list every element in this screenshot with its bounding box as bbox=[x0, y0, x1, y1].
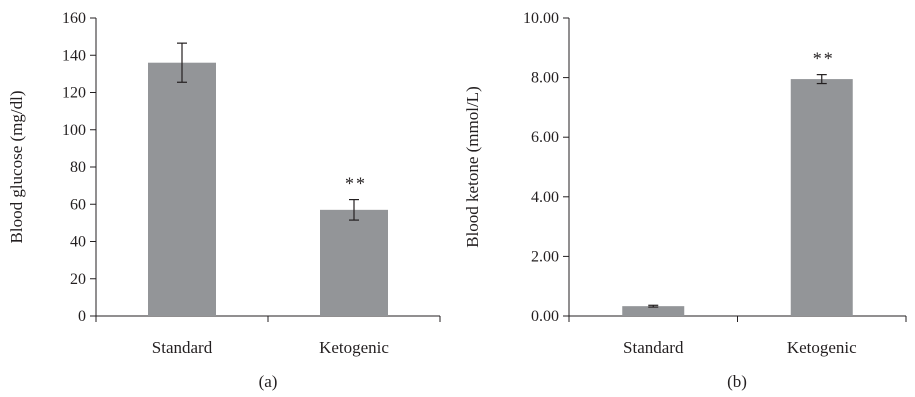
panel-b-bar-ketogenic bbox=[790, 79, 853, 316]
panel-a-y-tick-label: 160 bbox=[62, 10, 86, 27]
panel-a-category-label: Ketogenic bbox=[319, 338, 389, 357]
panel-a-label: (a) bbox=[259, 372, 278, 391]
panel-b-bar-standard bbox=[622, 306, 685, 316]
panel-b-y-tick-label: 6.00 bbox=[531, 129, 559, 146]
panel-a-bar-ketogenic bbox=[320, 209, 388, 316]
panel-b-y-tick-label: 8.00 bbox=[531, 70, 559, 87]
panel-b-y-tick-label: 0.00 bbox=[531, 308, 559, 325]
panel-b-category-label: Ketogenic bbox=[787, 338, 857, 357]
panel-a-y-tick-label: 120 bbox=[62, 85, 86, 102]
panel-a-significance-marker: ** bbox=[345, 174, 367, 194]
panel-a-y-tick-label: 0 bbox=[78, 308, 86, 325]
panel-b-y-tick-label: 4.00 bbox=[531, 189, 559, 206]
panel-b-y-tick-label: 10.00 bbox=[523, 10, 559, 27]
panel-b-y-axis-title: Blood ketone (mmol/L) bbox=[463, 86, 482, 247]
panel-a-y-tick-label: 80 bbox=[70, 159, 86, 176]
panel-a-y-tick-label: 20 bbox=[70, 271, 86, 288]
panel-b-label: (b) bbox=[727, 372, 747, 391]
panel-a-y-tick-label: 40 bbox=[70, 234, 86, 251]
panel-a-bar-standard bbox=[148, 62, 216, 317]
panel-a-category-label: Standard bbox=[152, 338, 213, 357]
panel-b-significance-marker: ** bbox=[813, 49, 835, 69]
panel-a-y-tick-label: 100 bbox=[62, 122, 86, 139]
panel-b-category-label: Standard bbox=[623, 338, 684, 357]
panel-a-y-tick-label: 140 bbox=[62, 47, 86, 64]
panel-a-y-tick-label: 60 bbox=[70, 196, 86, 213]
panel-a-y-axis-title: Blood glucose (mg/dl) bbox=[7, 91, 26, 244]
panel-b-y-tick-label: 2.00 bbox=[531, 248, 559, 265]
